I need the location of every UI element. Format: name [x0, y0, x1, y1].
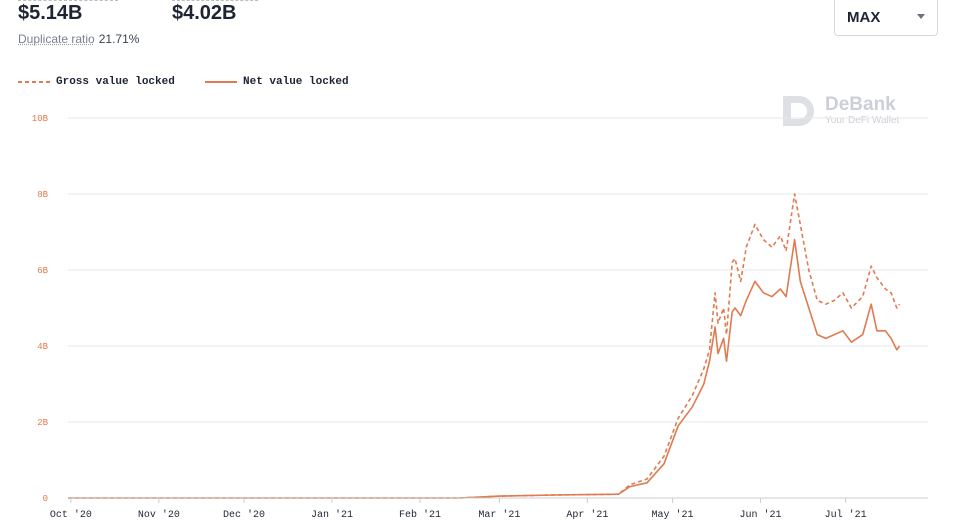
y-tick-label: 2B [37, 418, 48, 428]
axes: 0 2B 4B 6B 8B 10B Oct '20 Nov '20 Dec '20 Jan '21… [32, 114, 928, 520]
series-line-net [68, 238, 901, 499]
x-tick-label: Jun '21 [740, 509, 782, 520]
y-tick-label: 4B [37, 342, 48, 352]
x-tick-label: May '21 [652, 509, 694, 520]
duplicate-ratio-value: 21.71% [98, 32, 140, 46]
watermark-tagline: Your DeFi Wallet [825, 115, 900, 126]
y-tick-label: 0 [43, 494, 48, 504]
series-line-gross [68, 193, 901, 499]
y-tick-label: 8B [37, 190, 48, 200]
gross-title-underline [18, 0, 118, 1]
net-value-locked: $4.02B [172, 2, 237, 24]
x-tick-label: Jan '21 [311, 509, 353, 520]
net-title-underline [172, 0, 258, 1]
legend-item-net[interactable]: Net value locked [205, 76, 349, 88]
dashed-line-icon [18, 81, 50, 83]
x-tick-label: Feb '21 [399, 509, 441, 520]
legend-label-net: Net value locked [243, 76, 349, 88]
range-select[interactable]: MAX [834, 0, 938, 36]
series [68, 193, 901, 499]
chevron-down-icon [917, 14, 925, 19]
duplicate-ratio-label[interactable]: Duplicate ratio [18, 32, 95, 46]
duplicate-ratio: Duplicate ratio 21.71% [18, 32, 139, 46]
x-tick-label: Nov '20 [138, 509, 180, 520]
x-tick-label: Oct '20 [50, 509, 92, 520]
x-tick-label: Mar '21 [478, 509, 520, 520]
x-tick-label: Apr '21 [566, 509, 608, 520]
legend-item-gross[interactable]: Gross value locked [18, 76, 175, 88]
gross-value-locked: $5.14B [18, 2, 83, 24]
grid [68, 117, 928, 423]
x-tick-label: Dec '20 [223, 509, 265, 520]
watermark-name: DeBank [825, 94, 896, 115]
x-tick-label: Jul '21 [825, 509, 867, 520]
y-tick-label: 10B [32, 114, 49, 124]
y-tick-label: 6B [37, 266, 48, 276]
solid-line-icon [205, 81, 237, 83]
range-select-value: MAX [847, 9, 881, 26]
legend-label-gross: Gross value locked [56, 76, 175, 88]
